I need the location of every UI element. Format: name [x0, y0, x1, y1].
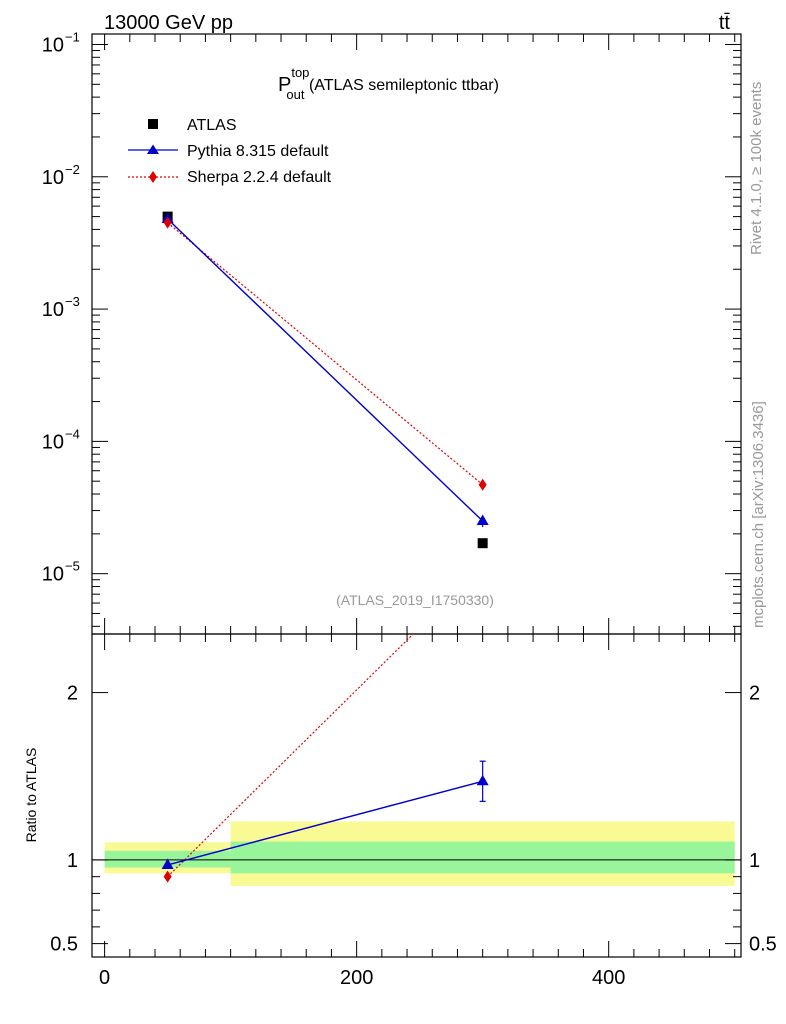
main-ytick-label: 10 [42, 431, 64, 453]
main-ytick-base: 10 [42, 564, 64, 586]
ratio-xtick-label: 400 [592, 967, 625, 989]
main-ytick-label: 10 [42, 34, 64, 56]
main-ytick-label: 10 [42, 299, 64, 321]
main-ytick-label: 10 [42, 564, 64, 586]
main-ytick-exponent: −5 [65, 559, 80, 574]
legend-atlas-label: ATLAS [187, 117, 237, 134]
ratio-xtick-label: 0 [99, 967, 110, 989]
process-label: tt̄ [719, 12, 731, 34]
ratio-pythia-point [161, 858, 174, 869]
pythia-line [167, 218, 484, 522]
rivet-label: Rivet 4.1.0, ≥ 100k events [748, 82, 765, 255]
main-ytick-exponent: −3 [65, 294, 80, 309]
sherpa-point [478, 478, 487, 491]
band-inner-1 [230, 841, 735, 874]
main-axes: 10−510−410−310−210−1 [42, 29, 742, 635]
ratio-ytick-label-left: 0.5 [50, 934, 78, 956]
main-ytick-exponent: −4 [65, 426, 80, 441]
main-marks [161, 211, 489, 549]
ratio-ytick-label-right: 0.5 [749, 934, 777, 956]
atlas-point [477, 538, 488, 549]
main-ytick-exponent: −2 [65, 162, 80, 177]
legend: ATLAS Pythia 8.315 default Sherpa 2.2.4 … [128, 117, 332, 186]
ratio-xtick-label: 200 [340, 967, 373, 989]
plot-title-rest: (ATLAS semileptonic ttbar) [305, 77, 499, 94]
legend-sherpa-label: Sherpa 2.2.4 default [187, 169, 332, 186]
main-ytick-base: 10 [42, 34, 64, 56]
pythia-point [476, 514, 489, 526]
mcplots-label: mcplots.cern.ch [arXiv:1306.3436] [750, 401, 767, 628]
ratio-marks [161, 634, 489, 883]
plot-title: Ptop out (ATLAS semileptonic ttbar) [278, 65, 499, 102]
ratio-sherpa-point [163, 870, 172, 883]
ratio-sherpa-line [167, 634, 415, 878]
main-ytick-exponent: −1 [65, 29, 80, 44]
main-ytick-base: 10 [42, 299, 64, 321]
legend-atlas-marker [148, 119, 158, 129]
analysis-id: (ATLAS_2019_I1750330) [336, 592, 494, 608]
ratio-ytick-label-right: 1 [749, 850, 760, 872]
plot-title-sub: out [286, 87, 304, 102]
ratio-pythia-point [476, 774, 489, 786]
ratio-ytick-label-left: 1 [67, 850, 78, 872]
ratio-ytick-label-left: 2 [67, 683, 78, 705]
sherpa-line [167, 222, 484, 486]
plot-title-sup: top [291, 65, 309, 80]
ratio-axis-title: Ratio to ATLAS [23, 748, 39, 843]
legend-pythia-marker [147, 144, 159, 154]
ratio-ytick-label-right: 2 [749, 683, 760, 705]
legend-sherpa-marker [149, 171, 157, 183]
ratio-frame [91, 633, 742, 958]
ratio-bands [104, 821, 735, 886]
main-ytick-base: 10 [42, 431, 64, 453]
main-ytick-label: 10 [42, 167, 64, 189]
ratio-axes: 0 200 400 0.5 0.5 1 1 2 2 [50, 633, 777, 989]
sherpa-point [163, 216, 172, 229]
energy-label: 13000 GeV pp [104, 12, 233, 34]
ratio-pythia-line [167, 780, 483, 866]
legend-pythia-label: Pythia 8.315 default [187, 143, 329, 160]
plot-title-main: P [278, 74, 291, 96]
main-ytick-base: 10 [42, 167, 64, 189]
